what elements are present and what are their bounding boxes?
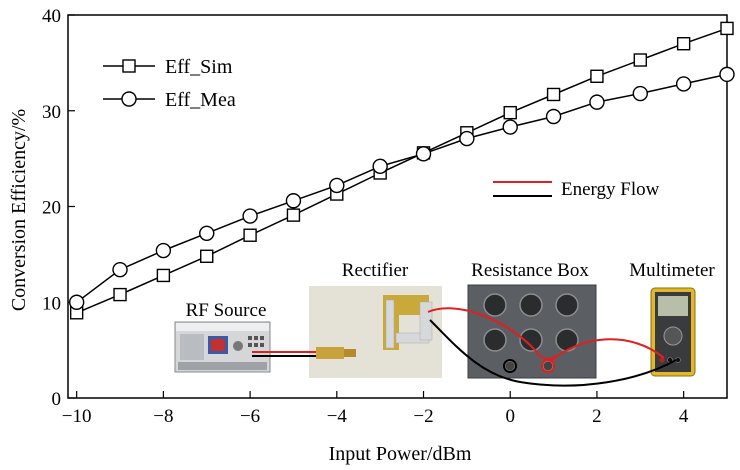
y-tick-label: 30 <box>42 102 61 123</box>
resistance-box-photo <box>467 284 597 379</box>
x-tick-label: −4 <box>327 406 348 427</box>
data-point-eff-sim <box>200 249 214 263</box>
data-point-eff-mea <box>112 261 128 278</box>
x-tick-label: 2 <box>592 406 602 427</box>
data-point-eff-sim <box>156 268 171 283</box>
legend-label-eff-mea: Eff_Mea <box>165 89 236 111</box>
rectifier-to-meter-black-wire <box>429 319 677 387</box>
energy-flow-label: Energy Flow <box>561 179 660 200</box>
data-point-eff-sim <box>113 287 127 302</box>
x-tick-label: 0 <box>505 406 515 427</box>
data-point-eff-mea <box>68 294 85 310</box>
box-black-terminal <box>503 359 517 373</box>
data-point-eff-mea <box>589 94 605 110</box>
data-point-eff-mea <box>545 108 562 125</box>
energy-flow-legend: Energy Flow <box>493 179 660 200</box>
box-red-terminal <box>541 359 555 373</box>
y-tick-label: 20 <box>42 198 61 219</box>
rectifier-photo <box>309 286 442 378</box>
x-tick-label: 4 <box>679 406 689 427</box>
data-point-eff-mea <box>632 85 648 102</box>
rf-source-photo <box>174 321 271 373</box>
data-point-eff-mea <box>285 193 302 209</box>
series-line-eff-sim <box>76 27 728 314</box>
data-point-eff-mea <box>675 76 692 92</box>
series-line-eff-mea <box>76 73 728 303</box>
legend: Eff_Sim Eff_Mea <box>103 56 236 111</box>
y-tick-label: 10 <box>42 293 61 314</box>
rectifier-to-box-red-wire <box>427 307 557 360</box>
data-point-eff-sim <box>633 53 647 67</box>
data-point-eff-sim <box>546 87 561 102</box>
data-point-eff-mea <box>329 177 345 194</box>
series-layer <box>68 21 735 320</box>
data-point-eff-mea <box>372 158 388 174</box>
data-point-eff-mea <box>199 225 215 242</box>
y-tick-label: 0 <box>52 389 62 410</box>
box-to-meter-red-wire <box>549 338 665 363</box>
data-point-eff-sim <box>286 208 301 222</box>
rf-source-label: RF Source <box>186 300 267 321</box>
legend-marker-square <box>122 59 136 73</box>
x-tick-label: −6 <box>240 406 260 427</box>
data-point-eff-sim <box>676 37 691 51</box>
data-point-eff-mea <box>242 208 258 224</box>
data-point-eff-sim <box>503 105 517 120</box>
y-tick-label: 40 <box>42 6 61 27</box>
x-tick-label: −2 <box>413 406 433 427</box>
x-tick-label: −8 <box>153 406 173 427</box>
resistance-knobs <box>483 293 579 352</box>
x-tick-label: −10 <box>62 406 92 427</box>
connection-wires <box>252 307 677 387</box>
y-axis-label: Conversion Efficiency/% <box>8 109 30 311</box>
data-point-eff-mea <box>155 242 172 259</box>
multimeter-label: Multimeter <box>629 260 715 281</box>
data-point-eff-mea <box>502 119 518 135</box>
data-point-eff-mea <box>415 146 432 162</box>
multimeter-photo <box>650 287 696 377</box>
data-point-eff-sim <box>720 21 734 36</box>
legend-marker-circle <box>121 91 137 107</box>
resistance-box-label: Resistance Box <box>471 260 589 281</box>
data-point-eff-mea <box>719 66 735 83</box>
data-point-eff-sim <box>590 69 604 83</box>
legend-label-eff-sim: Eff_Sim <box>165 56 233 78</box>
x-axis-label: Input Power/dBm <box>329 443 472 465</box>
rectifier-label: Rectifier <box>342 260 409 281</box>
data-point-eff-sim <box>243 228 257 242</box>
data-point-eff-mea <box>459 130 475 147</box>
